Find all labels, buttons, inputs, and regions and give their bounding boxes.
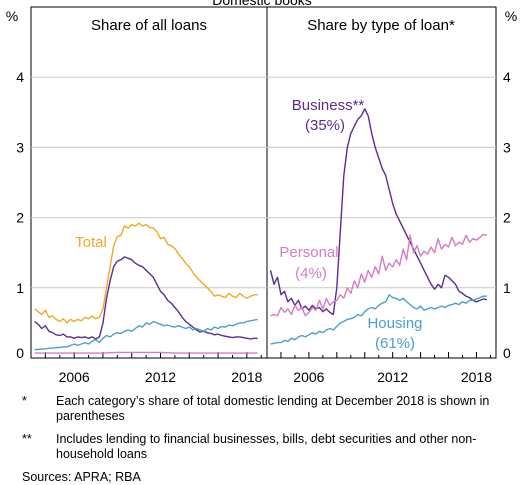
plot-frame xyxy=(30,6,497,359)
label-personal: Personal xyxy=(279,244,338,261)
series-line-business-type xyxy=(269,108,488,316)
y-tick-label-left: 4 xyxy=(16,69,24,85)
label-housing: Housing xyxy=(367,315,422,332)
y-tick-label-left: 1 xyxy=(16,280,24,296)
y-tick-label-left: 2 xyxy=(16,210,24,226)
series-line-housing-all xyxy=(34,318,258,351)
y-tick-label-right: 2 xyxy=(503,210,511,226)
panel-title-right: Share by type of loan* xyxy=(307,17,455,34)
label-business: Business** xyxy=(292,97,365,114)
x-tick-label: 2018 xyxy=(231,369,262,385)
label-business-share: (35%) xyxy=(305,117,345,134)
label-personal-share: (4%) xyxy=(295,265,327,282)
y-tick-label-left: 0 xyxy=(16,345,24,361)
y-tick-label-right: 3 xyxy=(503,139,511,155)
series-line-housing-type xyxy=(270,294,487,345)
footnote: * Each category’s share of total domesti… xyxy=(22,394,517,424)
sources: Sources: APRA; RBA xyxy=(22,470,141,484)
footnote-marker: ** xyxy=(22,432,32,446)
y-unit-right: % xyxy=(505,8,517,24)
x-tick-label: 2006 xyxy=(59,369,90,385)
x-tick-label: 2006 xyxy=(293,369,324,385)
label-total: Total xyxy=(75,234,107,251)
x-tick-label: 2012 xyxy=(377,369,408,385)
y-unit-left: % xyxy=(6,8,18,24)
series-line-business-all xyxy=(34,256,258,340)
x-tick-label: 2018 xyxy=(461,369,492,385)
x-tick-label: 2012 xyxy=(145,369,176,385)
footnote: ** Includes lending to financial busines… xyxy=(22,432,517,462)
series-line-personal-type xyxy=(270,233,488,317)
series-left-panel xyxy=(34,222,258,354)
chart-canvas: Domestic books 0 0 1 1 2 2 3 3 4 4 2006 2012 2018 200… xyxy=(6,0,517,385)
label-housing-share: (61%) xyxy=(375,335,415,352)
series-right-panel xyxy=(269,108,488,345)
gridlines xyxy=(31,76,496,289)
y-tick-label-left: 3 xyxy=(16,139,24,155)
footnote-text: Includes lending to financial businesses… xyxy=(56,432,477,461)
chart-notes: * Each category’s share of total domesti… xyxy=(22,394,517,485)
series-line-personal-all xyxy=(34,351,258,354)
chart-title: Domestic books xyxy=(212,0,312,8)
series-line-total-all xyxy=(34,222,258,324)
footnote-marker: * xyxy=(22,394,27,408)
y-tick-label-right: 0 xyxy=(503,345,511,361)
y-tick-label-right: 1 xyxy=(503,280,511,296)
footnote-text: Each category’s share of total domestic … xyxy=(56,394,490,423)
panel-title-left: Share of all loans xyxy=(91,17,207,34)
y-tick-label-right: 4 xyxy=(503,69,511,85)
